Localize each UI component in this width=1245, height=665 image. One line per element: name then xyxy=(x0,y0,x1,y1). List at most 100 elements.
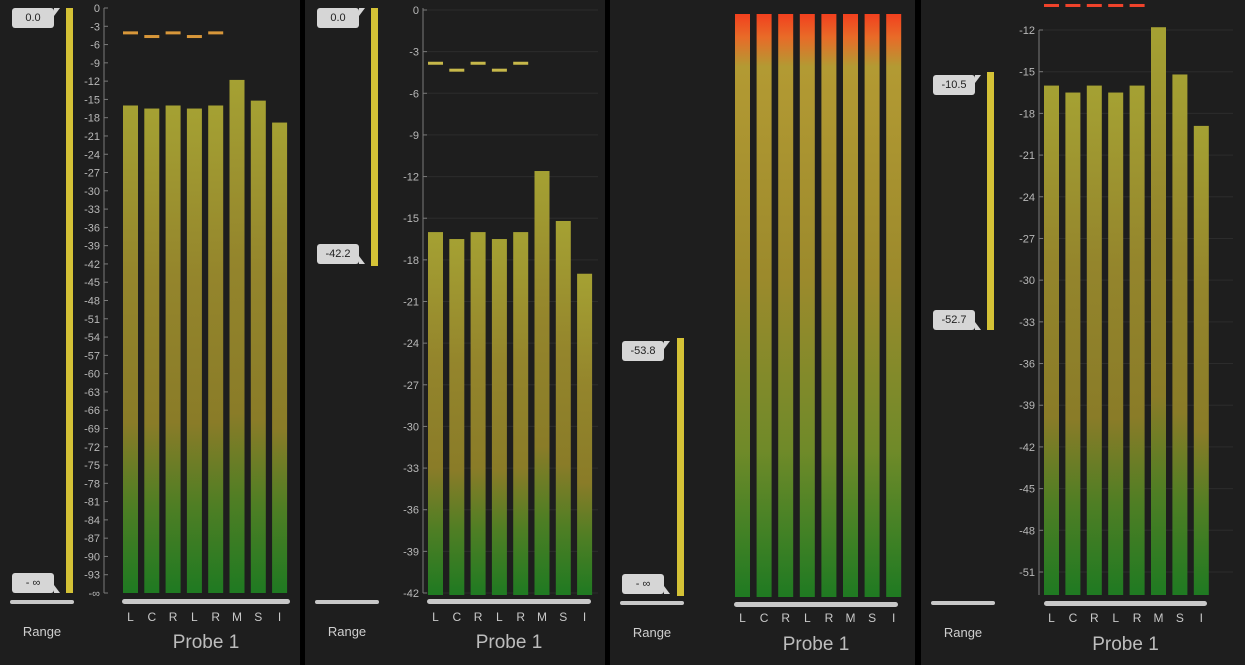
axis-tick-label: -66 xyxy=(84,405,100,417)
level-bar xyxy=(229,79,245,593)
axis-tick-label: -69 xyxy=(84,423,100,435)
level-bar xyxy=(470,232,486,595)
channel-label: S xyxy=(1176,611,1184,625)
meter-chart: 0 -3 -6 -9 -12 -15 -18 -21 -24 -27 -30 -33 -36 -39 -42… xyxy=(403,5,598,624)
axis-tick-label: -21 xyxy=(403,297,419,309)
channel-label: M xyxy=(232,610,242,624)
channel-label: L xyxy=(739,611,746,625)
axis-tick-label: -39 xyxy=(403,546,419,558)
axis-tick-label: -75 xyxy=(84,460,100,472)
channel-label: L xyxy=(496,610,503,624)
meter-panel-3: -53.8 - ∞ Range -54-57-60-63-66-69-72-75… xyxy=(610,0,915,665)
level-bar xyxy=(428,232,443,595)
axis-tick-label: -30 xyxy=(1019,275,1035,287)
level-bar xyxy=(1086,85,1102,595)
axis-tick-label: -21 xyxy=(1019,150,1035,162)
channel-label: L xyxy=(432,610,439,624)
channel-label: R xyxy=(474,610,483,624)
axis-tick-label: -33 xyxy=(84,204,100,216)
axis-tick-label: -87 xyxy=(84,533,100,545)
channel-label: C xyxy=(1069,611,1078,625)
channel-scrollbar[interactable] xyxy=(1044,601,1207,606)
range-slider-track[interactable] xyxy=(931,601,995,605)
axis-tick-label: -84 xyxy=(84,515,100,527)
channel-label: R xyxy=(211,610,220,624)
meter-chart: 0 -3 -6 -9 -12 -15 -18 -21 -24 -27 -30 -33 -36 -39 -42… xyxy=(84,3,288,624)
axis-tick-label: -36 xyxy=(403,505,419,517)
peak-hold-marker xyxy=(449,68,465,72)
channel-label: R xyxy=(516,610,525,624)
channel-label: I xyxy=(583,610,586,624)
range-top-handle[interactable]: 0.0 xyxy=(12,8,60,28)
axis-tick-label: -15 xyxy=(84,94,100,106)
axis-tick-label: 0 xyxy=(413,5,419,17)
range-top-handle[interactable]: 0.0 xyxy=(317,8,365,28)
level-bar xyxy=(491,239,507,596)
axis-tick-label: -24 xyxy=(403,338,419,350)
axis-tick-label: -30 xyxy=(84,186,100,198)
level-bar xyxy=(186,108,202,593)
axis-tick-label: -30 xyxy=(403,421,419,433)
channel-scrollbar[interactable] xyxy=(122,599,290,604)
axis-tick-label: -18 xyxy=(403,255,419,267)
range-slider-track[interactable] xyxy=(315,600,379,604)
channel-label: M xyxy=(537,610,547,624)
peak-hold-marker xyxy=(144,35,160,39)
axis-tick-label: -27 xyxy=(84,168,100,180)
axis-tick-label: -12 xyxy=(403,172,419,184)
channel-label: L xyxy=(127,610,134,624)
range-bottom-handle[interactable]: - ∞ xyxy=(12,573,60,593)
range-top-handle[interactable]: -10.5 xyxy=(933,75,981,95)
peak-hold-marker xyxy=(165,31,181,35)
channel-scrollbar[interactable] xyxy=(734,602,898,607)
level-bar xyxy=(123,105,138,593)
axis-tick-label: -12 xyxy=(1019,25,1035,37)
range-bottom-handle[interactable]: -52.7 xyxy=(933,310,981,330)
range-label: Range xyxy=(943,625,983,640)
peak-hold-marker xyxy=(491,68,507,72)
channel-label: C xyxy=(760,611,769,625)
probe-label: Probe 1 xyxy=(782,634,850,655)
peak-hold-marker xyxy=(208,31,224,35)
range-bar[interactable] xyxy=(66,8,73,593)
level-bar xyxy=(735,14,750,597)
channel-scrollbar[interactable] xyxy=(427,599,591,604)
range-bottom-handle[interactable]: -42.2 xyxy=(317,244,365,264)
range-slider-track[interactable] xyxy=(620,601,684,605)
range-bar[interactable] xyxy=(677,338,684,596)
axis-tick-label: -93 xyxy=(84,570,100,582)
axis-tick-label: -54 xyxy=(84,332,100,344)
axis-tick-label: -15 xyxy=(1019,67,1035,79)
channel-label: S xyxy=(868,611,876,625)
peak-hold-marker xyxy=(123,31,138,35)
range-bottom-handle[interactable]: - ∞ xyxy=(622,574,670,594)
axis-tick-label: -42 xyxy=(1019,442,1035,454)
meter-panel-2: 0.0 -42.2 Range 0 -3 -6 -9 -12 -15 -18 -21 -24 -2… xyxy=(305,0,605,665)
channel-label: I xyxy=(278,610,281,624)
range-bar[interactable] xyxy=(987,72,994,330)
channel-label: R xyxy=(781,611,790,625)
axis-tick-label: -51 xyxy=(1019,567,1035,579)
level-bar xyxy=(1151,27,1166,595)
probe-label: Probe 1 xyxy=(172,632,240,653)
range-bar[interactable] xyxy=(371,8,378,266)
channel-label: R xyxy=(169,610,178,624)
range-label: Range xyxy=(327,624,367,639)
probe-label: Probe 1 xyxy=(475,632,543,653)
axis-tick-label: -3 xyxy=(409,47,419,59)
meter-panel-4: -10.5 -52.7 Range -12 -15 -18 -21 -24 -27 -30-… xyxy=(921,0,1245,665)
axis-tick-label: -33 xyxy=(403,463,419,475)
channel-label: S xyxy=(254,610,262,624)
range-slider-track[interactable] xyxy=(10,600,74,604)
axis-tick-label: -51 xyxy=(84,314,100,326)
level-bar xyxy=(778,14,794,597)
range-top-handle[interactable]: -53.8 xyxy=(622,341,670,361)
level-bar xyxy=(449,239,465,596)
level-bar xyxy=(756,14,772,597)
level-bar xyxy=(144,108,160,593)
axis-tick-label: -27 xyxy=(403,380,419,392)
axis-tick-label: -6 xyxy=(409,88,419,100)
peak-hold-marker xyxy=(1044,3,1059,7)
channel-label: C xyxy=(452,610,461,624)
range-label: Range xyxy=(22,624,62,639)
